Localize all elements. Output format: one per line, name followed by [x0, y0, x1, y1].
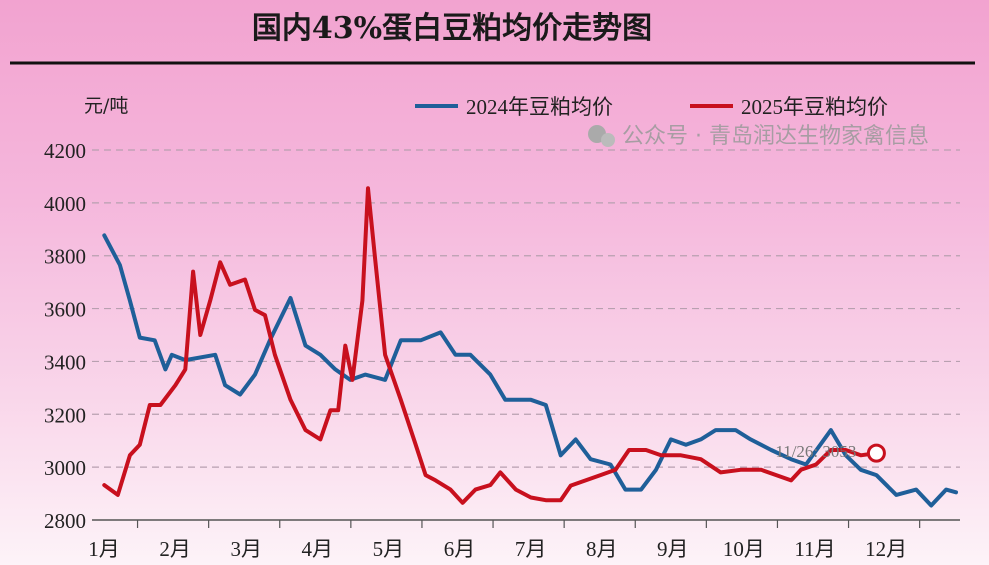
- y-tick-label: 3400: [44, 350, 86, 374]
- x-tick-label: 2月: [159, 537, 191, 561]
- y-tick-label: 3800: [44, 245, 86, 269]
- x-tick-label: 1月: [88, 537, 120, 561]
- annotation-label: 11/26: 3053: [775, 442, 856, 461]
- x-tick-label: 11月: [794, 537, 835, 561]
- y-tick-label: 2800: [44, 509, 86, 533]
- legend-label-2024: 2024年豆粕均价: [466, 95, 613, 119]
- x-tick-label: 3月: [230, 537, 262, 561]
- wechat-icon-bubble: [601, 133, 615, 147]
- legend: 2024年豆粕均价 2025年豆粕均价: [415, 95, 888, 119]
- y-tick-label: 3600: [44, 298, 86, 322]
- chart-title: 国内43%蛋白豆粕均价走势图: [252, 11, 652, 46]
- series-line-2025: [102, 186, 879, 505]
- x-tick-label: 10月: [723, 537, 765, 561]
- y-tick-label: 3200: [44, 403, 86, 427]
- x-tick-label: 9月: [657, 537, 689, 561]
- series-line-2024: [102, 233, 958, 508]
- y-tick-label: 4200: [44, 139, 86, 163]
- x-tick-label: 7月: [515, 537, 547, 561]
- watermark-text: 公众号 · 青岛润达生物家禽信息: [622, 124, 929, 149]
- gridlines: [92, 149, 960, 468]
- x-axis: 1月 2月 3月 4月 5月 6月 7月 8月 9月 10月 11月 12月: [88, 519, 960, 561]
- annotation: 11/26: 3053: [775, 442, 886, 463]
- y-tick-label: 4000: [44, 192, 86, 216]
- y-axis: 2800 3000 3200 3400 3600 3800 4000 4200: [44, 139, 86, 533]
- x-tick-label: 5月: [373, 537, 405, 561]
- legend-label-2025: 2025年豆粕均价: [741, 95, 888, 119]
- x-tick-label: 6月: [444, 537, 476, 561]
- annotation-marker: [866, 443, 886, 463]
- x-tick-label: 12月: [865, 537, 907, 561]
- y-tick-label: 3000: [44, 456, 86, 480]
- x-tick-label: 8月: [586, 537, 618, 561]
- watermark: 公众号 · 青岛润达生物家禽信息: [588, 124, 929, 149]
- x-tick-label: 4月: [302, 537, 334, 561]
- series-lines: [102, 186, 958, 508]
- y-axis-unit: 元/吨: [84, 95, 128, 117]
